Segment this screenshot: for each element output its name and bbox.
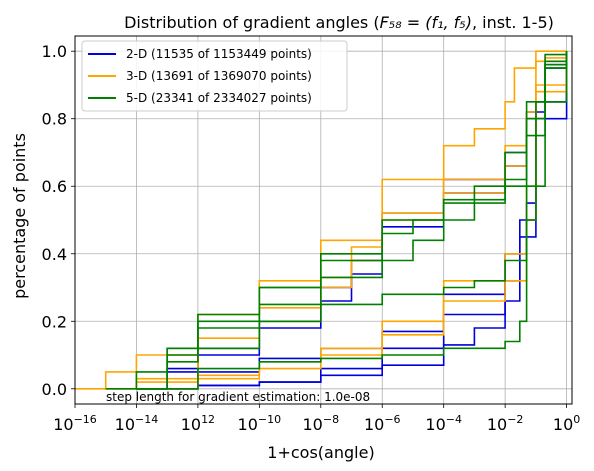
x-tick-label: 10−4 — [425, 413, 462, 434]
x-tick-label: 10−6 — [364, 413, 401, 434]
legend-entry: 3-D (13691 of 1369070 points) — [126, 69, 312, 83]
legend-entry: 5-D (23341 of 2334027 points) — [126, 91, 312, 105]
chart-title: Distribution of gradient angles (F₅₈ = (… — [124, 13, 554, 32]
chart-title-math: F₅₈ = (f₁, f₅) — [380, 13, 472, 32]
chart-title-main: Distribution of gradient angles ( — [124, 13, 379, 32]
series-2-line-4 — [105, 51, 568, 390]
series-1-line-0 — [75, 50, 567, 390]
y-tick-label: 0.6 — [42, 177, 67, 196]
legend: 2-D (11535 of 1153449 points) 3-D (13691 … — [81, 40, 348, 112]
x-tick-label: 10−16 — [53, 413, 97, 434]
x-tick-label: 100 — [553, 413, 580, 434]
x-tick-label: 10−8 — [303, 413, 340, 434]
y-tick-label: 0.4 — [42, 245, 67, 264]
series-2-line-0 — [136, 51, 568, 390]
y-tick-label: 0.0 — [42, 380, 67, 399]
y-axis: 0.0 0.2 0.4 0.6 0.8 1.0 — [42, 42, 75, 399]
legend-entry: 2-D (11535 of 1153449 points) — [126, 47, 312, 61]
x-tick-label: 10−10 — [238, 413, 282, 434]
legend-box — [81, 40, 348, 112]
x-tick-label: 10−2 — [487, 413, 524, 434]
y-axis-label: percentage of points — [10, 133, 29, 299]
y-tick-label: 0.8 — [42, 110, 67, 129]
plot-frame — [74, 35, 573, 405]
y-tick-label: 0.2 — [42, 312, 67, 331]
x-tick-label: 10−14 — [115, 413, 159, 434]
y-tick-label: 1.0 — [42, 42, 67, 61]
plot-area — [75, 50, 568, 390]
x-tick-label: 1012 — [181, 413, 215, 434]
x-axis: 10−16 10−14 1012 10−10 10−8 10−6 10−4 10−2 100 — [53, 404, 580, 434]
chart-title-tail: , inst. 1-5) — [472, 13, 554, 32]
x-axis-label: 1+cos(angle) — [267, 443, 374, 462]
step-length-annotation: step length for gradient estimation: 1.0… — [106, 390, 370, 404]
